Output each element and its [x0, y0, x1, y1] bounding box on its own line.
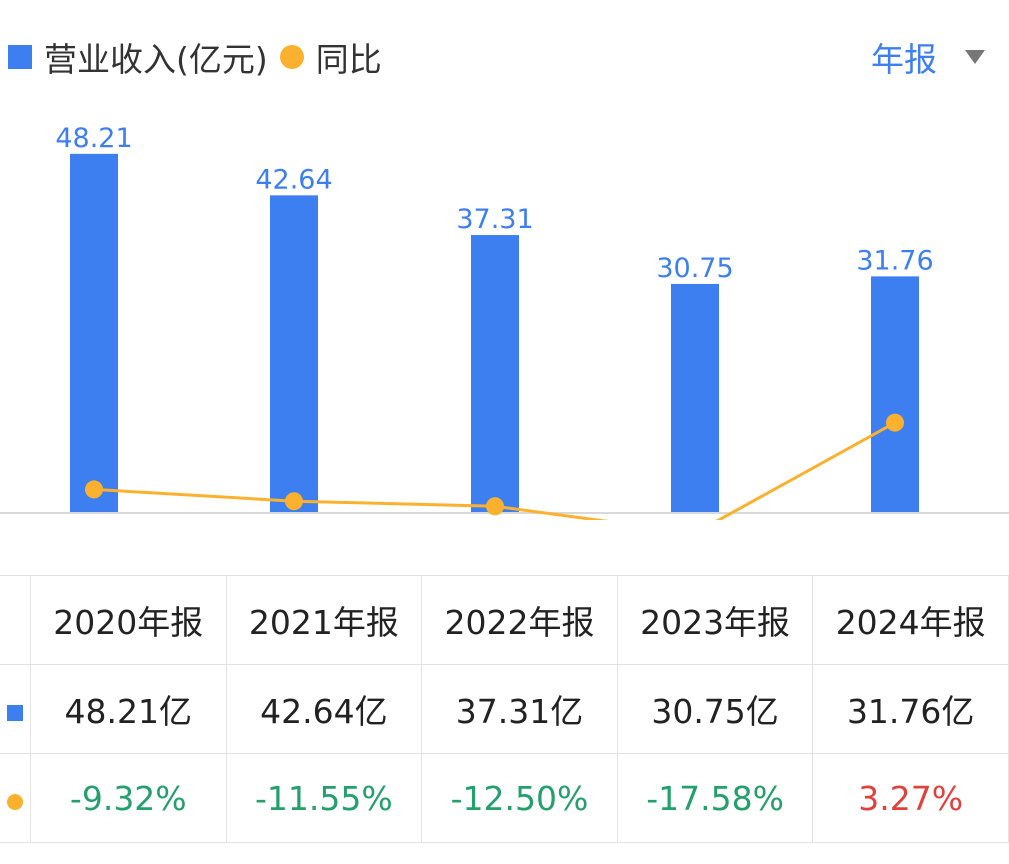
table-cell: -9.32% [30, 753, 227, 843]
table-cell: -17.58% [616, 753, 814, 843]
yoy-point [285, 492, 303, 511]
chart-legend: 营业收入(亿元) 同比 [8, 30, 382, 84]
table-cell: 37.31亿 [421, 664, 618, 754]
table-cell: 42.64亿 [225, 664, 423, 754]
bar-legend-marker [8, 45, 32, 69]
line-legend-marker [279, 45, 304, 69]
table-header: 2021年报 [225, 575, 423, 665]
bar [270, 195, 318, 513]
period-dropdown[interactable]: 年报 [871, 30, 985, 84]
legend-series2-label: 同比 [315, 40, 382, 79]
bar-series-square-icon [7, 704, 23, 721]
table-header: 2024年报 [812, 575, 1009, 665]
table-row-yoy: -9.32% -11.55% -12.50% -17.58% 3.27% [0, 753, 1009, 843]
table-cell: 30.75亿 [616, 664, 814, 754]
data-table: 2020年报 2021年报 2022年报 2023年报 2024年报 48.21… [0, 575, 1009, 843]
period-label: 年报 [871, 40, 937, 79]
bar-value-label: 48.21 [55, 123, 132, 154]
bar-value-label: 37.31 [456, 204, 533, 235]
yoy-point [85, 480, 103, 499]
table-header-row: 2020年报 2021年报 2022年报 2023年报 2024年报 [0, 575, 1009, 665]
chevron-down-icon [965, 50, 985, 64]
line-series-dot-icon [7, 793, 23, 810]
yoy-point [486, 497, 504, 516]
table-cell: 48.21亿 [30, 664, 227, 754]
bar [70, 153, 118, 513]
bar [871, 276, 919, 513]
table-cell: 3.27% [812, 753, 1009, 843]
table-row-revenue: 48.21亿 42.64亿 37.31亿 30.75亿 31.76亿 [0, 664, 1009, 754]
bar [471, 235, 519, 513]
table-header: 2023年报 [616, 575, 814, 665]
table-header: 2022年报 [421, 575, 618, 665]
yoy-point [886, 413, 904, 432]
bar [671, 283, 719, 513]
bar-value-label: 31.76 [856, 245, 933, 276]
table-cell: -11.55% [225, 753, 423, 843]
table-header: 2020年报 [30, 575, 227, 665]
header-corner [0, 575, 31, 665]
table-cell: -12.50% [421, 753, 618, 843]
table-cell: 31.76亿 [812, 664, 1009, 754]
revenue-chart: 48.21 42.64 37.31 30.75 31.76 [0, 123, 1009, 520]
row-marker [0, 664, 31, 754]
legend-series1-label: 营业收入(亿元) [44, 40, 268, 79]
bar-value-label: 30.75 [656, 253, 733, 284]
bar-value-label: 42.64 [255, 164, 332, 195]
row-marker [0, 753, 31, 843]
